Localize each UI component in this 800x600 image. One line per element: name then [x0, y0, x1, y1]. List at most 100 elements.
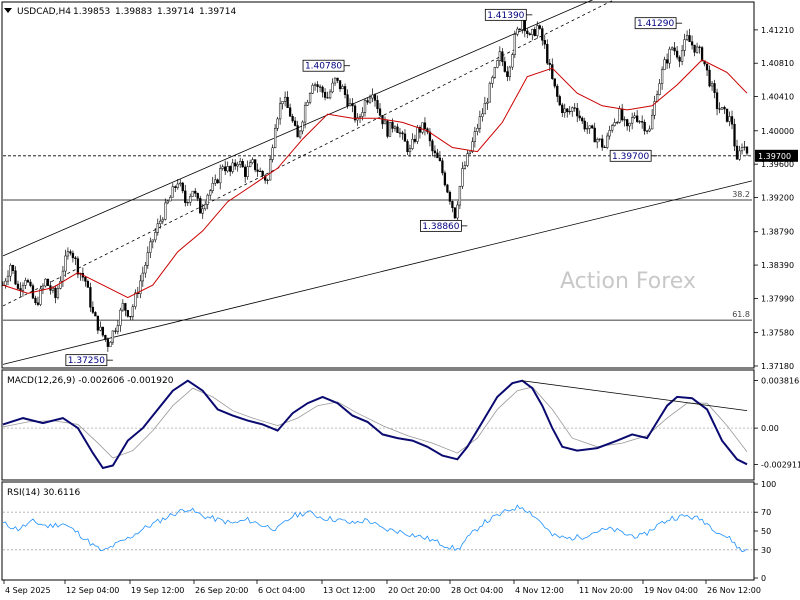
candle-body [621, 108, 624, 121]
candle-body [84, 277, 87, 282]
time-x-axis[interactable]: 4 Sep 2025 12 Sep 04:00 19 Sep 12:00 26 Sep… [3, 580, 761, 595]
candle-body [96, 315, 100, 331]
candle-body [336, 77, 339, 81]
candle-body [523, 19, 526, 32]
candle-body [626, 119, 629, 127]
candle-body [718, 108, 721, 110]
candle-body [201, 208, 204, 214]
candle-body [458, 186, 462, 206]
candle-body [109, 341, 112, 347]
candle-body [308, 92, 312, 103]
candle-body [743, 146, 746, 148]
candle-body [466, 153, 469, 166]
candle-body [331, 82, 334, 93]
candle-body [728, 116, 731, 122]
candle-body [221, 166, 224, 169]
candle-body [411, 138, 414, 149]
candle-body [373, 94, 377, 101]
rsi-y-axis[interactable]: 100 70 50 30 0 [754, 480, 776, 583]
candle-body [378, 108, 382, 116]
candle-body [69, 251, 72, 254]
candle-body [343, 86, 347, 95]
candle-body [186, 202, 189, 204]
candle-body [528, 33, 531, 35]
candle-body [698, 46, 701, 48]
candle-body [436, 152, 439, 159]
y-axis-tick-label: 1.40810 [761, 59, 794, 68]
candle-body [566, 108, 569, 113]
macd-y-axis[interactable]: 0.003816 0.00 -0.002911 [754, 377, 800, 470]
rsi-title: RSI(14) 30.6116 [7, 488, 80, 498]
candle-body [244, 166, 247, 177]
candle-body [740, 147, 744, 152]
candle-body [179, 182, 182, 185]
candle-body [89, 287, 92, 308]
moving-average-line [2, 59, 748, 299]
candle-body [705, 63, 709, 71]
candle-body [538, 25, 541, 29]
candle-body [396, 126, 399, 134]
candle-body [264, 175, 267, 181]
candle-body [461, 168, 464, 187]
candle-body [166, 200, 169, 204]
candle-body [448, 191, 452, 202]
candle-body [76, 258, 80, 275]
candle-body [106, 339, 110, 347]
candle-body [44, 278, 47, 287]
candle-body [548, 62, 551, 65]
candle-body [633, 115, 636, 118]
candle-body [468, 151, 472, 155]
candle-body [488, 83, 492, 103]
candle-body [196, 193, 199, 199]
candle-body [261, 170, 264, 176]
candle-body [281, 101, 284, 105]
candle-body [543, 40, 546, 45]
candle-body [99, 326, 102, 331]
candle-body [596, 139, 599, 143]
candle-body [361, 112, 364, 117]
candle-body [351, 103, 354, 107]
candle-body [553, 78, 556, 87]
candle-body [650, 114, 654, 130]
candle-body [104, 334, 107, 340]
candle-body [39, 288, 42, 305]
candle-body [623, 119, 626, 121]
y-axis-tick-label: 0 [761, 574, 766, 583]
x-axis-tick-label: 26 Sep 20:00 [195, 586, 248, 595]
candle-body [296, 125, 299, 138]
candle-body [376, 100, 379, 110]
current-price-tag-text: 1.39700 [758, 152, 791, 161]
y-axis-tick-label: 1.41210 [761, 26, 794, 35]
candle-body [231, 162, 234, 172]
macd-pane[interactable] [1, 369, 755, 481]
y-axis-tick-label: 1.38790 [761, 228, 794, 237]
y-axis-tick-label: 1.39200 [761, 194, 794, 203]
candle-body [366, 100, 369, 103]
candle-body [730, 116, 734, 125]
price-pane[interactable] [1, 1, 755, 369]
candle-body [271, 147, 274, 160]
ohlc-open: 1.39853 [73, 7, 110, 17]
candle-body [680, 50, 684, 62]
candle-body [561, 104, 564, 113]
candle-body [71, 252, 75, 259]
y-axis-tick-label: 1.38390 [761, 261, 794, 270]
candle-body [481, 113, 484, 117]
candle-body [636, 115, 639, 122]
candle-body [591, 125, 594, 129]
candle-body [598, 138, 601, 140]
candle-body [611, 125, 614, 131]
candle-body [606, 135, 609, 148]
x-axis-tick-label: 26 Nov 12:00 [707, 586, 761, 595]
candle-body [26, 280, 30, 283]
candle-body [293, 120, 297, 126]
candle-body [665, 59, 669, 64]
candle-body [491, 77, 494, 84]
price-y-axis[interactable]: 1.41210 1.40810 1.40410 1.40000 1.39600 1.392… [754, 26, 798, 371]
candle-body [59, 280, 62, 289]
candle-body [383, 120, 387, 125]
candle-body [346, 94, 349, 107]
collapse-triangle-icon[interactable] [4, 8, 12, 13]
candle-body [541, 28, 544, 41]
